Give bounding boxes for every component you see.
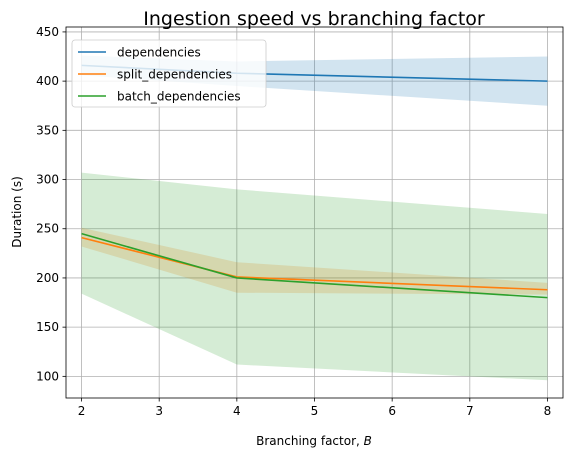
legend-label-batch_dependencies: batch_dependencies [117,90,241,104]
y-tick-label: 250 [36,222,59,236]
x-tick-label: 8 [544,404,552,418]
confidence-band-batch_dependencies [81,172,548,381]
x-tick-label: 4 [233,404,241,418]
legend-label-split_dependencies: split_dependencies [117,68,232,82]
x-axis-label-variable: B [364,434,372,448]
y-axis-ticks: 100 150 200 250 300 350 400 450 [36,25,66,383]
y-tick-label: 400 [36,74,59,88]
chart-title: Ingestion speed vs branching factor [143,8,485,30]
confidence-band-split_dependencies [81,227,548,295]
y-tick-label: 350 [36,123,59,137]
confidence-bands [81,55,548,381]
y-tick-label: 100 [36,369,59,383]
legend: dependencies split_dependencies batch_depe… [71,39,267,108]
x-tick-label: 7 [466,404,474,418]
grid-lines [66,27,563,398]
series-line-split_dependencies [81,236,548,291]
x-axis-label-text: Branching factor, [256,434,363,448]
x-tick-label: 6 [388,404,396,418]
legend-box [71,39,267,108]
series-line-batch_dependencies [81,232,548,299]
y-axis-label: Duration (s) [10,176,24,248]
y-tick-label: 450 [36,25,59,39]
x-tick-label: 2 [78,404,86,418]
y-tick-label: 200 [36,271,59,285]
legend-label-dependencies: dependencies [117,46,201,60]
x-tick-label: 3 [155,404,163,418]
x-axis-ticks: 2 3 4 5 6 7 8 [78,398,552,418]
y-tick-label: 150 [36,320,59,334]
x-axis-label: Branching factor, B [256,434,372,448]
y-tick-label: 300 [36,173,59,187]
x-tick-label: 5 [311,404,319,418]
